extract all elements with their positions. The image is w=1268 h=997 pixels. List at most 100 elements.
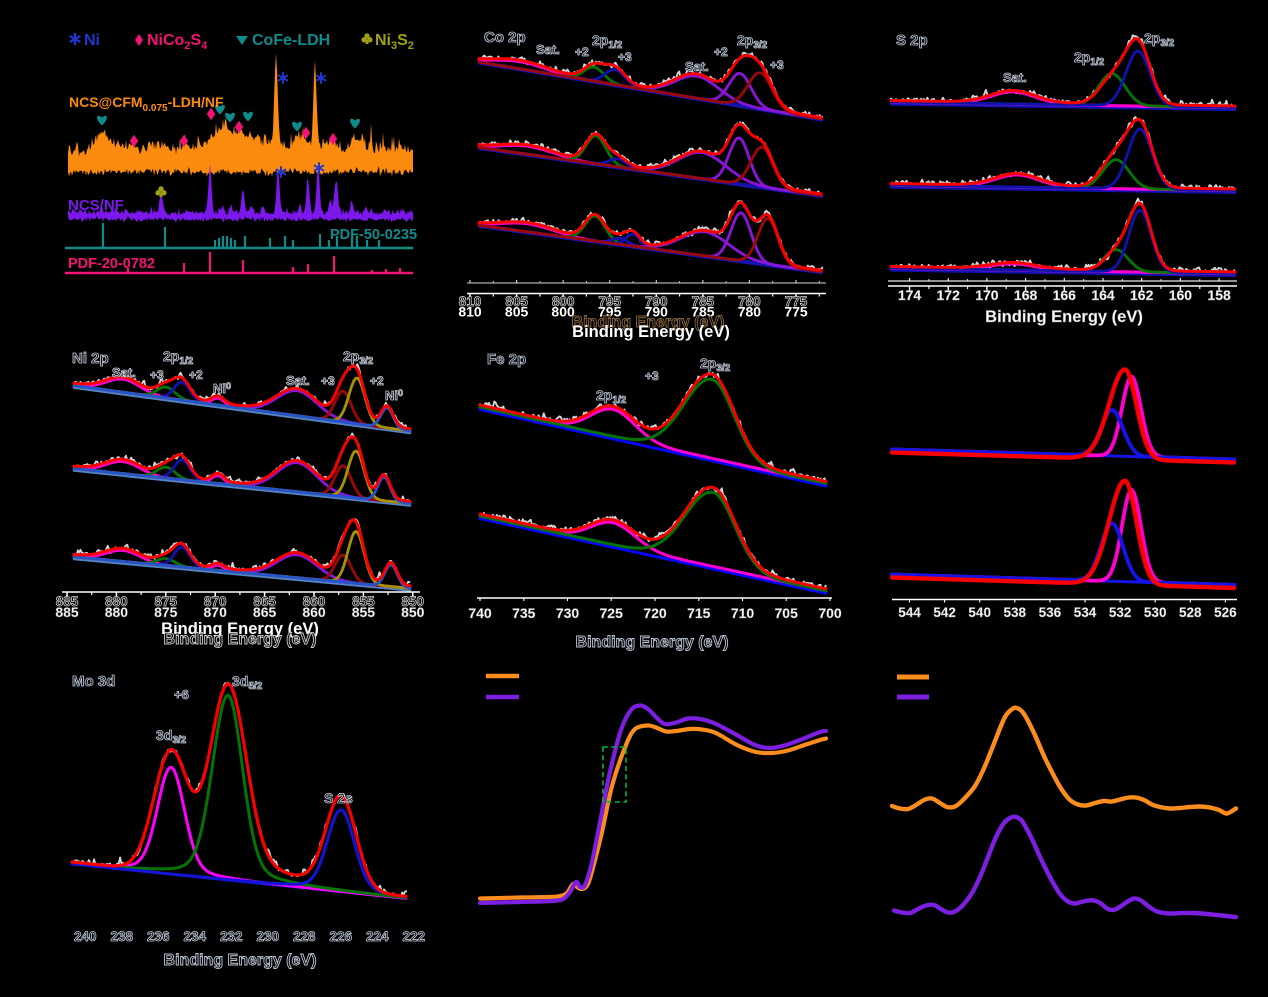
svg-text:S 2p: S 2p	[896, 32, 928, 49]
svg-text:735: 735	[512, 605, 536, 621]
svg-text:785: 785	[692, 294, 715, 309]
svg-text:+3: +3	[150, 368, 164, 382]
svg-text:805: 805	[505, 294, 528, 309]
svg-text:228: 228	[293, 929, 316, 944]
svg-text:NiCo2S4: NiCo2S4	[147, 32, 208, 52]
svg-text:Ni 2p: Ni 2p	[72, 350, 109, 367]
svg-text:780: 780	[738, 304, 762, 320]
svg-text:730: 730	[556, 605, 580, 621]
svg-text:810: 810	[459, 294, 482, 309]
svg-text:885: 885	[56, 594, 79, 609]
svg-text:720: 720	[643, 605, 667, 621]
svg-text:865: 865	[253, 594, 276, 609]
svg-text:528: 528	[1179, 605, 1202, 620]
svg-text:Sat.: Sat.	[286, 373, 310, 388]
svg-text:PDF-50-0235: PDF-50-0235	[330, 227, 417, 243]
svg-text:+3: +3	[618, 50, 632, 64]
svg-text:870: 870	[204, 604, 228, 620]
svg-text:170: 170	[975, 287, 999, 303]
svg-text:805: 805	[505, 304, 529, 320]
svg-text:+2: +2	[575, 45, 589, 59]
svg-text:810: 810	[458, 304, 482, 320]
svg-text:542: 542	[933, 605, 956, 620]
svg-text:160: 160	[1169, 287, 1193, 303]
svg-text:+3: +3	[770, 58, 784, 72]
svg-text:+2: +2	[370, 374, 384, 388]
svg-text:860: 860	[302, 604, 326, 620]
svg-text:158: 158	[1207, 287, 1231, 303]
svg-text:+3: +3	[645, 369, 659, 383]
svg-text:790: 790	[645, 294, 668, 309]
svg-text:Co 2p: Co 2p	[484, 29, 526, 46]
svg-text:700: 700	[818, 605, 842, 621]
svg-text:Binding Energy (eV): Binding Energy (eV)	[576, 634, 729, 651]
svg-text:Binding Energy (eV): Binding Energy (eV)	[985, 308, 1143, 326]
svg-text:168: 168	[1014, 287, 1038, 303]
svg-text:PDF-20-0782: PDF-20-0782	[68, 256, 155, 272]
svg-text:NCS/NF: NCS/NF	[68, 197, 124, 214]
svg-text:855: 855	[352, 594, 375, 609]
svg-text:+2: +2	[189, 368, 203, 382]
svg-text:532: 532	[1109, 605, 1132, 620]
svg-text:538: 538	[1004, 605, 1027, 620]
svg-text:534: 534	[1074, 605, 1097, 620]
svg-text:705: 705	[775, 605, 799, 621]
svg-text:230: 230	[257, 929, 280, 944]
svg-text:855: 855	[352, 604, 376, 620]
svg-text:880: 880	[105, 604, 129, 620]
svg-text:540: 540	[968, 605, 991, 620]
svg-text:Sat.: Sat.	[536, 42, 560, 57]
svg-text:232: 232	[220, 929, 243, 944]
svg-text:166: 166	[1053, 287, 1077, 303]
svg-text:Binding Energy (eV): Binding Energy (eV)	[164, 952, 317, 969]
svg-text:775: 775	[784, 304, 808, 320]
svg-text:530: 530	[1144, 605, 1167, 620]
svg-text:885: 885	[55, 604, 79, 620]
svg-text:S 2s: S 2s	[324, 790, 353, 806]
svg-text:Fe 2p: Fe 2p	[487, 351, 526, 368]
svg-text:236: 236	[147, 929, 170, 944]
svg-text:850: 850	[402, 594, 425, 609]
svg-text:795: 795	[598, 304, 622, 320]
svg-text:725: 725	[600, 605, 624, 621]
svg-text:715: 715	[687, 605, 711, 621]
svg-text:870: 870	[204, 594, 227, 609]
svg-text:526: 526	[1214, 605, 1237, 620]
svg-text:785: 785	[691, 304, 715, 320]
svg-text:536: 536	[1039, 605, 1062, 620]
svg-text:800: 800	[551, 304, 575, 320]
svg-text:162: 162	[1130, 287, 1154, 303]
svg-text:+6: +6	[174, 687, 189, 702]
svg-text:740: 740	[468, 605, 492, 621]
svg-text:Sat.: Sat.	[685, 59, 709, 74]
svg-text:800: 800	[552, 294, 575, 309]
svg-text:Sat.: Sat.	[1003, 70, 1027, 85]
svg-text:226: 226	[330, 929, 353, 944]
svg-text:Binding Energy (eV): Binding Energy (eV)	[572, 323, 730, 341]
svg-text:875: 875	[155, 594, 178, 609]
svg-text:860: 860	[303, 594, 326, 609]
svg-text:Sat.: Sat.	[112, 365, 136, 380]
svg-text:710: 710	[731, 605, 755, 621]
svg-text:+3: +3	[321, 374, 335, 388]
svg-text:224: 224	[366, 929, 389, 944]
svg-text:544: 544	[898, 605, 921, 620]
svg-text:2p1/2: 2p1/2	[1074, 49, 1105, 68]
svg-text:Binding Energy (eV): Binding Energy (eV)	[164, 631, 317, 648]
svg-text:850: 850	[401, 604, 425, 620]
svg-text:775: 775	[785, 294, 808, 309]
svg-text:Ni: Ni	[84, 32, 100, 49]
svg-text:234: 234	[184, 929, 207, 944]
svg-text:222: 222	[403, 929, 426, 944]
svg-text:790: 790	[645, 304, 669, 320]
svg-text:880: 880	[105, 594, 128, 609]
svg-text:865: 865	[253, 604, 277, 620]
svg-text:+2: +2	[714, 45, 728, 59]
svg-text:CoFe-LDH: CoFe-LDH	[252, 32, 330, 49]
svg-text:172: 172	[937, 287, 961, 303]
svg-text:240: 240	[74, 929, 97, 944]
svg-text:795: 795	[598, 294, 621, 309]
svg-text:Binding Energy (eV): Binding Energy (eV)	[161, 620, 319, 638]
svg-text:NCS@CFM0.075-LDH/NF: NCS@CFM0.075-LDH/NF	[69, 94, 224, 114]
svg-text:174: 174	[898, 287, 922, 303]
